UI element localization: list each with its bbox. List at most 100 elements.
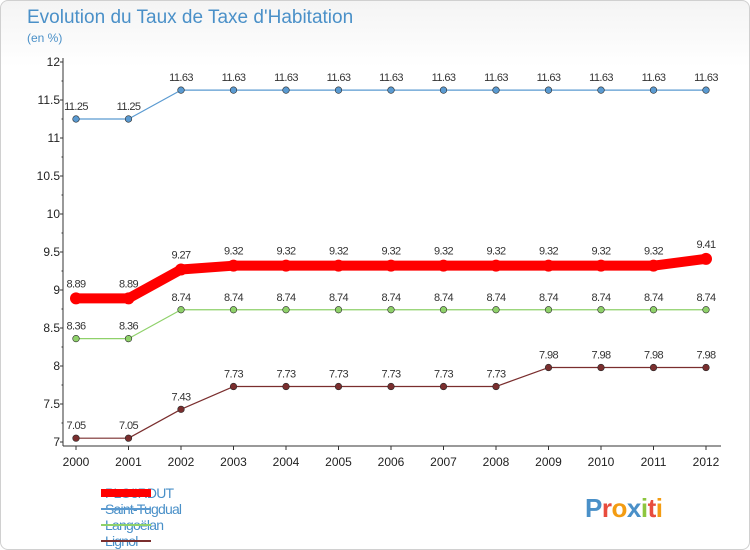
x-tick-label: 2003 <box>220 455 247 469</box>
data-point <box>492 382 500 391</box>
data-label: 11.63 <box>274 72 298 84</box>
data-point <box>439 86 448 94</box>
logo-letter: x <box>626 493 641 523</box>
legend-item-ploerdut: PLOëRDUT <box>101 485 181 501</box>
data-point <box>544 363 553 372</box>
data-label: 7.05 <box>66 420 85 432</box>
logo-letter: o <box>611 493 627 523</box>
data-point <box>597 306 605 314</box>
series-line <box>75 309 707 340</box>
data-point <box>229 86 238 94</box>
data-point <box>387 86 395 94</box>
data-label: 11.63 <box>537 72 561 84</box>
data-label: 11.25 <box>64 101 88 113</box>
data-label: 8.74 <box>381 292 400 304</box>
x-tick-label: 2012 <box>693 455 720 469</box>
data-label: 8.36 <box>119 321 138 333</box>
data-point <box>387 306 395 314</box>
y-tick-label: 11.5 <box>38 93 61 107</box>
y-tick-label: 12 <box>47 55 61 69</box>
x-tick-label: 2009 <box>535 455 562 469</box>
series-line <box>75 89 707 120</box>
data-label: 8.74 <box>224 292 243 304</box>
data-label: 9.32 <box>486 246 505 258</box>
data-point <box>72 434 80 442</box>
y-tick-label: 9.5 <box>43 245 60 259</box>
data-label: 11.63 <box>589 72 613 84</box>
data-point <box>124 115 133 123</box>
data-point <box>177 405 185 413</box>
data-label: 7.73 <box>434 369 453 381</box>
data-point <box>124 434 133 442</box>
data-label: 9.27 <box>171 249 190 261</box>
legend-item-lignol: Lignol <box>101 533 181 549</box>
data-point <box>177 86 185 94</box>
data-point <box>490 259 502 272</box>
data-point <box>439 306 448 314</box>
x-tick-label: 2011 <box>641 455 667 469</box>
data-label: 8.74 <box>591 292 610 304</box>
x-tick-label: 2004 <box>273 455 300 469</box>
chart-subtitle: (en %) <box>27 31 63 45</box>
data-point <box>649 306 658 314</box>
series-group <box>70 86 712 442</box>
data-point <box>282 86 290 94</box>
data-point <box>439 382 448 391</box>
data-label: 11.63 <box>484 72 508 84</box>
data-label: 7.98 <box>644 350 663 362</box>
y-tick-label: 9 <box>53 283 60 297</box>
x-tick-label: 2007 <box>430 455 457 469</box>
data-point <box>597 86 605 94</box>
y-tick-label: 7.5 <box>43 397 60 411</box>
data-point <box>72 335 80 343</box>
data-label: 8.74 <box>276 292 295 304</box>
data-point <box>229 306 238 314</box>
data-label: 9.32 <box>224 246 243 258</box>
data-point <box>544 306 553 314</box>
data-label: 7.73 <box>276 369 295 381</box>
data-point <box>332 259 345 272</box>
data-label: 9.32 <box>434 246 453 258</box>
y-tick-label: 8.5 <box>43 321 60 335</box>
data-label: 11.63 <box>222 72 246 84</box>
data-point <box>649 86 658 94</box>
x-tick-label: 2008 <box>483 455 510 469</box>
logo-letter: P <box>585 493 602 523</box>
data-label: 8.74 <box>329 292 348 304</box>
legend-item-saint-tugdual: Saint-Tugdual <box>101 501 182 517</box>
data-point <box>124 335 133 343</box>
data-label: 11.63 <box>642 72 666 84</box>
data-label: 8.74 <box>696 292 715 304</box>
data-label: 9.32 <box>276 246 295 258</box>
data-point <box>492 306 500 314</box>
data-label: 7.73 <box>224 369 243 381</box>
data-label: 8.74 <box>644 292 663 304</box>
data-point <box>702 306 710 314</box>
data-point <box>334 86 343 94</box>
data-point <box>649 363 658 372</box>
data-point <box>702 363 710 372</box>
data-point <box>492 86 500 94</box>
data-label: 7.05 <box>119 420 138 432</box>
chart-title: Evolution du Taux de Taxe d'Habitation <box>27 7 354 28</box>
data-label: 7.98 <box>696 350 715 362</box>
x-tick-label: 2001 <box>115 455 142 469</box>
data-point <box>597 363 605 372</box>
legend-swatch-saint-tugdual <box>101 508 151 510</box>
data-label: 11.63 <box>379 72 403 84</box>
logo-letter: r <box>601 493 612 523</box>
data-point <box>227 259 240 272</box>
logo-letter: t <box>647 493 657 523</box>
data-point <box>177 306 185 314</box>
y-tick-label: 11 <box>48 131 61 145</box>
data-label: 7.73 <box>329 369 348 381</box>
x-tick-label: 2000 <box>63 455 90 469</box>
data-labels-group: 11.25 11.25 11.63 11.63 11.63 11.63 11.63 11.63… <box>64 72 719 432</box>
legend-swatch-langoelan <box>101 524 151 526</box>
data-label: 7.98 <box>539 350 558 362</box>
x-tick-label: 2005 <box>325 455 352 469</box>
data-point <box>282 382 290 391</box>
data-point <box>70 292 82 305</box>
legend-swatch-lignol <box>101 540 151 542</box>
